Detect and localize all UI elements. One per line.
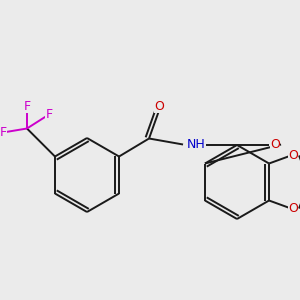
Text: F: F [45, 108, 52, 121]
Text: F: F [23, 100, 31, 113]
Text: O: O [154, 100, 164, 113]
Text: O: O [288, 149, 298, 162]
Text: O: O [270, 138, 280, 151]
Text: F: F [0, 126, 7, 139]
Text: NH: NH [187, 138, 206, 151]
Text: O: O [288, 202, 298, 215]
